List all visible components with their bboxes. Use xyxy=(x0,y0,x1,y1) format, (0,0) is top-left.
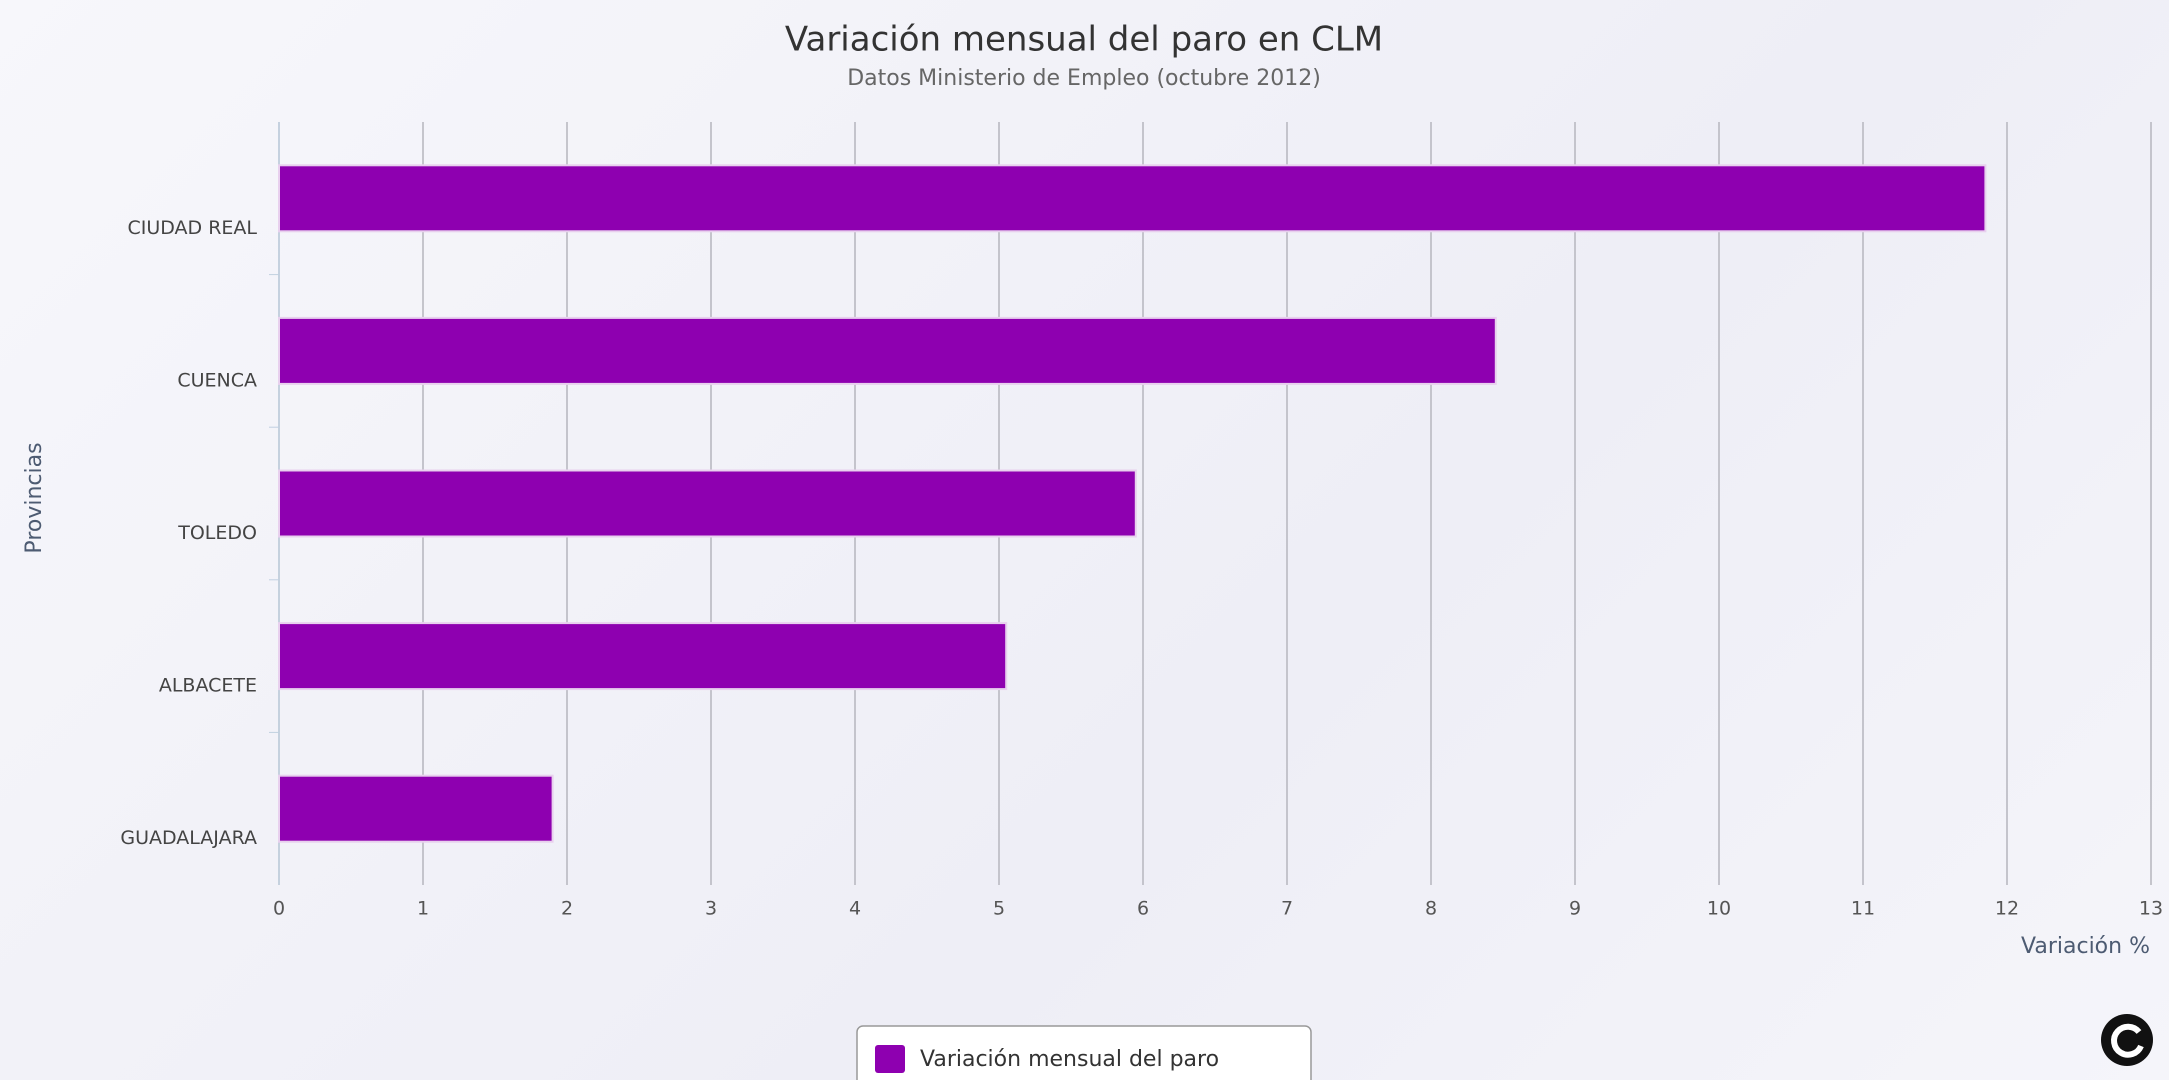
refresh-button[interactable] xyxy=(2101,1014,2153,1066)
x-tick-label: 6 xyxy=(1137,898,1149,920)
x-tick-label: 13 xyxy=(2139,898,2163,920)
chart-subtitle: Datos Ministerio de Empleo (octubre 2012… xyxy=(847,66,1321,91)
y-tick-label: ALBACETE xyxy=(159,675,257,697)
x-tick-label: 11 xyxy=(1851,898,1875,920)
x-tick-label: 0 xyxy=(273,898,285,920)
legend-label[interactable]: Variación mensual del paro xyxy=(920,1047,1219,1072)
chart-title: Variación mensual del paro en CLM xyxy=(785,20,1383,60)
x-axis-title: Variación % xyxy=(2021,934,2150,959)
x-tick-label: 2 xyxy=(561,898,573,920)
x-tick-label: 10 xyxy=(1707,898,1731,920)
bar xyxy=(278,164,1987,233)
x-tick-label: 8 xyxy=(1425,898,1437,920)
y-tick-label: TOLEDO xyxy=(177,522,257,544)
x-tick-label: 9 xyxy=(1569,898,1581,920)
x-tick-label: 3 xyxy=(705,898,717,920)
y-tick-label: GUADALAJARA xyxy=(120,827,257,849)
refresh-arrow xyxy=(2111,1023,2144,1058)
legend-box xyxy=(856,1025,1312,1080)
bar xyxy=(278,622,1008,691)
bar xyxy=(278,469,1137,538)
x-tick-label: 4 xyxy=(849,898,861,920)
refresh-icon[interactable] xyxy=(2101,1014,2153,1066)
bar xyxy=(278,774,554,843)
x-tick-label: 12 xyxy=(1995,898,2019,920)
legend-swatch[interactable] xyxy=(875,1045,905,1073)
y-tick-label: CIUDAD REAL xyxy=(127,217,257,239)
bar xyxy=(278,316,1497,385)
x-tick-label: 5 xyxy=(993,898,1005,920)
y-axis-title: Provincias xyxy=(22,442,47,553)
x-tick-label: 7 xyxy=(1281,898,1293,920)
y-tick-label: CUENCA xyxy=(177,369,257,391)
x-tick-label: 1 xyxy=(417,898,429,920)
